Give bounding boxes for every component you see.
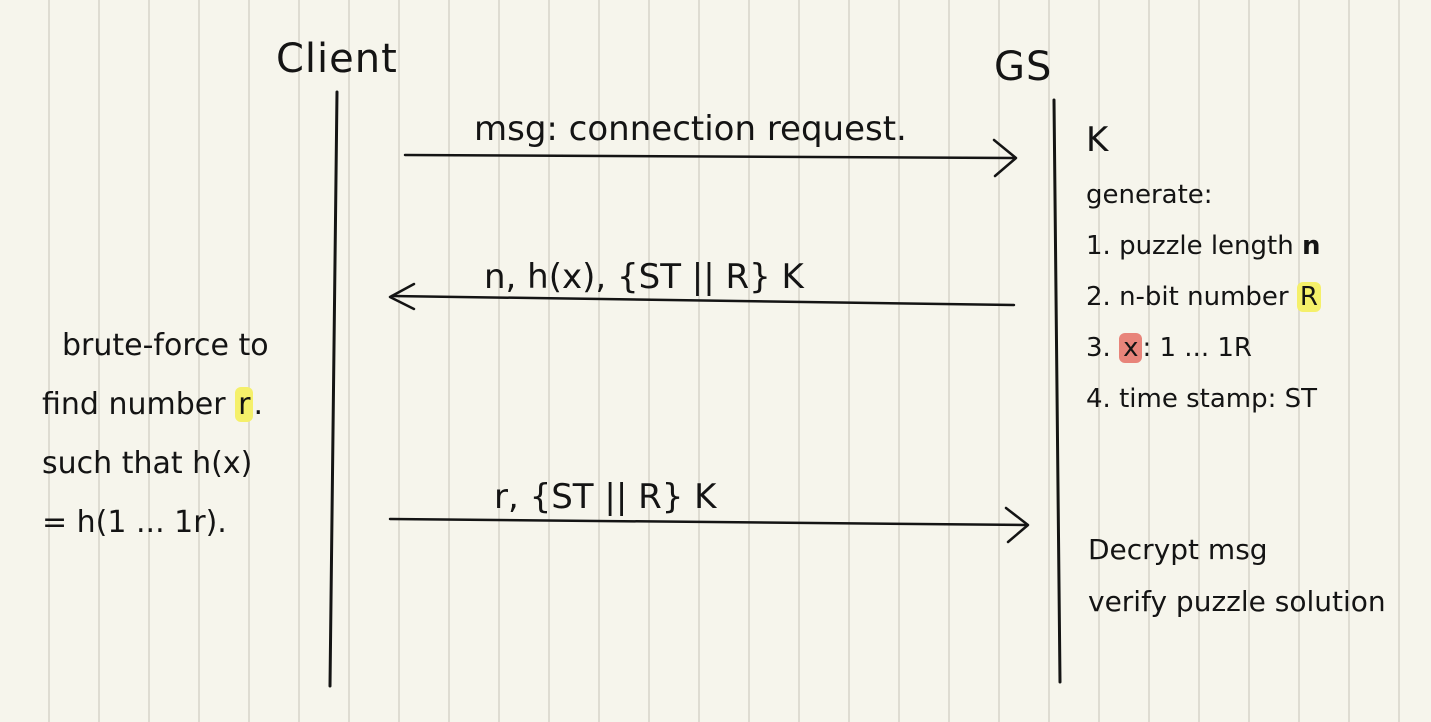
message-1-label: msg: connection request.: [474, 109, 907, 149]
message-3-label: r, {ST || R} K: [494, 477, 718, 517]
r-highlight: r: [235, 387, 254, 422]
server-final-line-2: verify puzzle solution: [1088, 585, 1386, 618]
generate-item-3: 3. x: 1 ... 1R: [1086, 333, 1252, 363]
server-actor-label: GS: [994, 44, 1052, 90]
random-number-highlight: R: [1296, 282, 1321, 312]
server-final-line-1: Decrypt msg: [1088, 533, 1268, 566]
x-highlight: x: [1119, 333, 1143, 363]
message-1-arrowhead: [992, 138, 1018, 178]
message-2-label: n, h(x), {ST || R} K: [484, 257, 806, 297]
message-2-arrowhead: [388, 282, 416, 311]
generate-item-2: 2. n-bit number R: [1086, 272, 1321, 323]
generate-heading: generate:: [1086, 180, 1213, 210]
message-3-arrowhead: [1004, 506, 1030, 544]
server-lifeline: [1052, 98, 1062, 684]
message-1-arrow-shaft: [403, 153, 1016, 160]
puzzle-length-symbol: n: [1301, 231, 1321, 261]
generate-item-1: 1. puzzle length n: [1086, 231, 1321, 261]
server-verify-notes: Decrypt msg verify puzzle solution: [1088, 524, 1386, 628]
generate-item-4: 4. time stamp: ST: [1086, 384, 1317, 414]
client-note-line-1: brute-force to: [62, 328, 269, 363]
client-brute-force-notes: brute-force to find number r. such that …: [42, 316, 269, 552]
client-note-line-2: find number r.: [42, 387, 264, 422]
client-actor-label: Client: [276, 36, 398, 82]
message-2-arrow-shaft: [390, 294, 1016, 307]
client-lifeline: [328, 90, 339, 688]
server-generate-notes: K generate: 1. puzzle length n 2. n-bit …: [1086, 110, 1321, 425]
server-key-label: K: [1086, 120, 1109, 160]
client-note-line-4: = h(1 ... 1r).: [42, 505, 227, 540]
client-note-line-3: such that h(x): [42, 446, 253, 481]
message-3-arrow-shaft: [388, 517, 1028, 527]
